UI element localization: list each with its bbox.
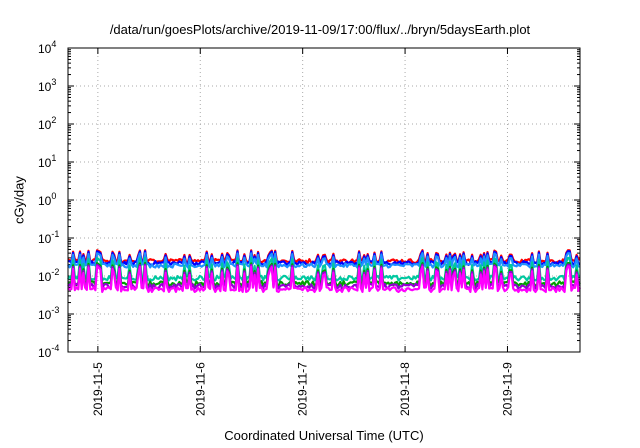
series-line — [67, 265, 581, 293]
plot-frame — [67, 47, 581, 353]
y-tick-label: 10-2 — [38, 267, 59, 284]
x-tick-label: 2019-11-7 — [296, 362, 310, 416]
series-line — [67, 263, 581, 290]
x-tick-label: 2019-11-5 — [91, 362, 105, 416]
x-tick-label: 2019-11-6 — [193, 362, 207, 416]
series-line — [68, 250, 581, 267]
y-tick-label: 100 — [38, 191, 56, 208]
x-axis-label: Coordinated Universal Time (UTC) — [224, 428, 424, 443]
y-tick-label: 10-3 — [38, 305, 59, 322]
series-line — [67, 252, 581, 269]
series-line — [67, 256, 581, 282]
y-tick-label: 103 — [38, 77, 56, 94]
y-tick-label: 10-4 — [38, 343, 59, 360]
x-tick-label: 2019-11-9 — [500, 362, 514, 416]
y-tick-label: 10-1 — [38, 229, 59, 246]
x-tick-label: 2019-11-8 — [398, 362, 412, 416]
y-tick-label: 102 — [38, 115, 56, 132]
y-tick-label: 104 — [38, 39, 56, 56]
y-tick-label: 101 — [38, 153, 56, 170]
chart-title: /data/run/goesPlots/archive/2019-11-09/1… — [109, 22, 531, 37]
